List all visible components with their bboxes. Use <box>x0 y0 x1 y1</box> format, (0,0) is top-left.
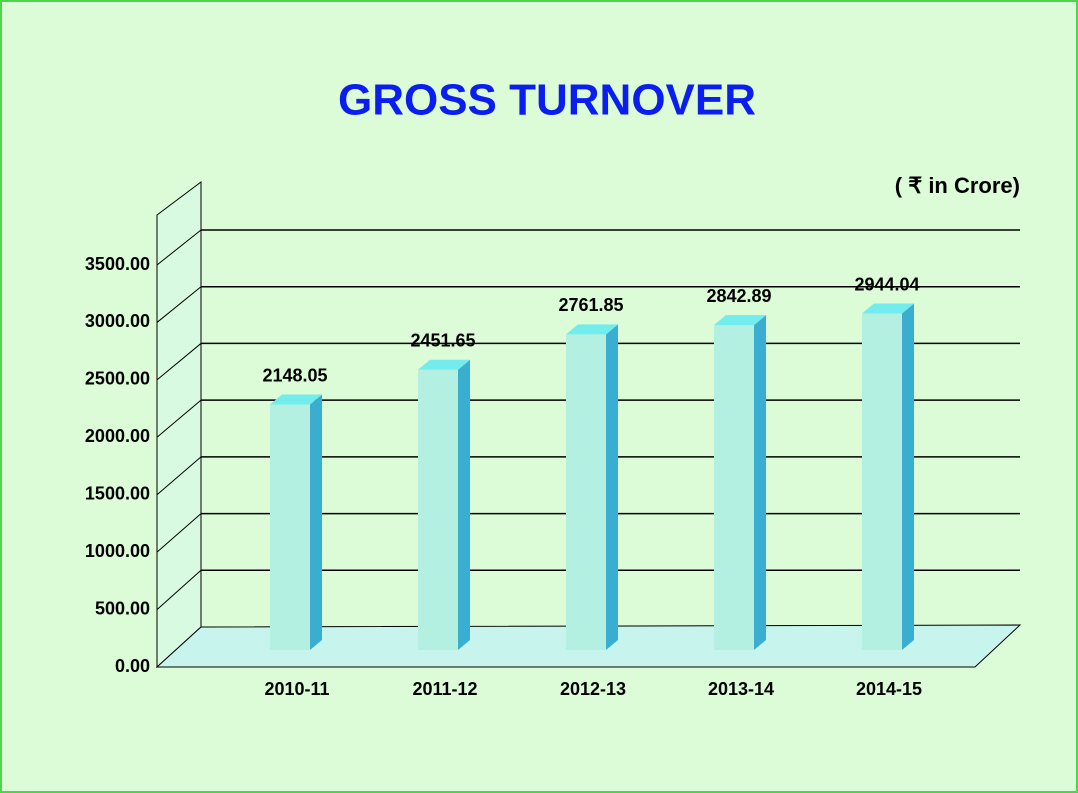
bar-side <box>902 303 914 650</box>
wall-grid-line <box>156 343 202 381</box>
bar-top <box>862 303 914 314</box>
x-tick-label: 2012-13 <box>560 679 626 699</box>
chart-title: GROSS TURNOVER <box>338 76 756 125</box>
wall-grid-line <box>156 569 202 610</box>
y-tick-label: 3000.00 <box>85 311 150 331</box>
y-tick-label: 1500.00 <box>85 483 150 503</box>
bar-front <box>270 404 310 650</box>
bar-front <box>862 313 902 650</box>
y-tick-label: 2500.00 <box>85 369 150 389</box>
y-tick-label: 500.00 <box>95 598 150 618</box>
value-label: 2842.89 <box>706 286 771 306</box>
wall-grid-line <box>156 399 202 438</box>
unit-label: ( ₹ in Crore) <box>895 173 1020 198</box>
y-tick-label: 3500.00 <box>85 254 150 274</box>
bar-top <box>714 315 766 326</box>
bar-side <box>310 394 322 650</box>
bar-side <box>754 315 766 650</box>
bar-front <box>418 369 458 650</box>
wall-grid-line <box>156 513 202 553</box>
value-label: 2761.85 <box>558 295 623 315</box>
x-tick-label: 2013-14 <box>708 679 774 699</box>
bar-side <box>458 359 470 650</box>
bar-front <box>714 325 754 650</box>
x-tick-label: 2011-12 <box>412 679 477 699</box>
bar-top <box>270 394 322 405</box>
y-tick-label: 0.00 <box>115 656 150 676</box>
value-label: 2944.04 <box>854 274 919 294</box>
value-label: 2451.65 <box>410 331 475 351</box>
x-tick-label: 2010-11 <box>264 679 329 699</box>
x-tick-label: 2014-15 <box>856 679 922 699</box>
wall-grid-line <box>156 456 202 496</box>
wall-grid-line <box>156 286 202 323</box>
bar-top <box>418 359 470 370</box>
left-wall <box>156 181 202 669</box>
bar-side <box>606 324 618 650</box>
value-label: 2148.05 <box>262 365 327 385</box>
bar-top <box>566 324 618 335</box>
wall-grid-line <box>156 229 202 266</box>
y-tick-label: 1000.00 <box>85 541 150 561</box>
bar-front <box>566 334 606 650</box>
y-tick-label: 2000.00 <box>85 426 150 446</box>
